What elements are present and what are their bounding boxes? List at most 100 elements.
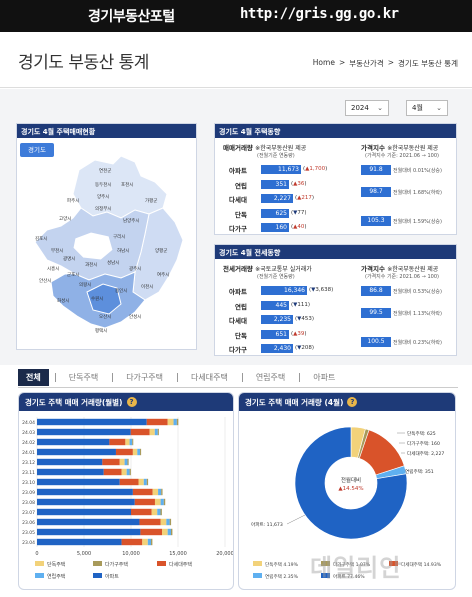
bar-segment[interactable] <box>37 438 110 446</box>
legend-label[interactable]: 연립주택 2.35% <box>265 573 299 580</box>
bar-segment[interactable] <box>157 508 161 516</box>
legend-label[interactable]: 연립주택 <box>47 573 66 580</box>
bar-segment[interactable] <box>134 498 155 506</box>
month-select[interactable]: 4월 ⌄ <box>406 100 448 116</box>
bar-segment[interactable] <box>37 528 141 536</box>
bar-segment[interactable] <box>37 488 133 496</box>
bar-segment[interactable] <box>124 458 128 466</box>
bar-segment[interactable] <box>151 508 158 516</box>
bar-segment[interactable] <box>169 518 172 526</box>
bar-segment[interactable] <box>131 508 152 516</box>
bar-segment[interactable] <box>109 438 126 446</box>
bar-segment[interactable] <box>37 448 116 456</box>
bar-segment[interactable] <box>160 508 162 516</box>
bar-segment[interactable] <box>137 448 141 456</box>
legend-label[interactable]: 단독주택 <box>47 561 66 568</box>
jeonse-row-change: (▼3,638) <box>309 287 334 293</box>
bar-segment[interactable] <box>158 488 162 496</box>
tab-detached[interactable]: 단독주택 <box>54 372 112 383</box>
bar-segment[interactable] <box>163 498 166 506</box>
help-icon[interactable]: ? <box>126 397 137 407</box>
bar-segment[interactable] <box>166 518 170 526</box>
bar-segment[interactable] <box>143 478 147 486</box>
bar-segment[interactable] <box>129 468 131 476</box>
bar-segment[interactable] <box>176 418 179 426</box>
bar-segment[interactable] <box>132 438 134 446</box>
map-region-north[interactable] <box>72 155 168 219</box>
bar-segment[interactable] <box>154 498 161 506</box>
bar-segment[interactable] <box>119 458 125 466</box>
bar-segment[interactable] <box>157 428 159 436</box>
map-region-suwon[interactable] <box>86 283 122 315</box>
bar-segment[interactable] <box>170 528 173 536</box>
bar-segment[interactable] <box>129 438 133 446</box>
breadcrumb-price[interactable]: 부동산가격 <box>349 59 384 68</box>
bar-segment[interactable] <box>37 478 120 486</box>
year-select[interactable]: 2024 ⌄ <box>345 100 389 116</box>
gyeonggi-button[interactable]: 경기도 <box>20 143 54 157</box>
map-region-seoul[interactable] <box>72 231 114 261</box>
bar-segment[interactable] <box>103 468 122 476</box>
bar-segment[interactable] <box>138 478 144 486</box>
legend-label[interactable]: 다세대주택 <box>169 561 192 568</box>
legend-label[interactable]: 아파트 77.46% <box>333 573 365 580</box>
tab-apartment[interactable]: 아파트 <box>299 372 349 383</box>
bar-segment[interactable] <box>132 488 153 496</box>
help-icon[interactable]: ? <box>347 397 358 407</box>
bar-segment[interactable] <box>147 538 152 546</box>
legend-label[interactable]: 단독주택 4.19% <box>265 561 299 568</box>
bar-segment[interactable] <box>139 518 161 526</box>
svg-text:과천시: 과천시 <box>85 261 97 268</box>
bar-segment[interactable] <box>151 538 153 546</box>
bar-segment[interactable] <box>126 468 130 476</box>
bar-segment[interactable] <box>161 488 163 496</box>
bar-segment[interactable] <box>37 428 131 436</box>
pie-slice[interactable] <box>294 426 408 540</box>
bar-segment[interactable] <box>125 438 130 446</box>
bar-segment[interactable] <box>167 528 171 536</box>
bar-segment[interactable] <box>152 488 159 496</box>
bar-segment[interactable] <box>37 418 147 426</box>
tab-row-house[interactable]: 연립주택 <box>241 372 299 383</box>
legend-label[interactable]: 아파트 <box>105 573 119 580</box>
legend-label[interactable]: 다세대주택 14.93% <box>401 561 442 568</box>
bar-segment[interactable] <box>119 478 139 486</box>
bar-segment[interactable] <box>149 428 155 436</box>
bar-segment[interactable] <box>162 528 168 536</box>
bar-segment[interactable] <box>121 538 143 546</box>
bar-segment[interactable] <box>37 498 135 506</box>
bar-segment[interactable] <box>130 428 150 436</box>
bar-segment[interactable] <box>142 538 148 546</box>
trade-row-value: 160 <box>261 223 289 232</box>
bar-segment[interactable] <box>132 448 138 456</box>
tab-multiplex[interactable]: 다세대주택 <box>177 372 242 383</box>
bar-segment[interactable] <box>140 528 163 536</box>
bar-segment[interactable] <box>37 508 131 516</box>
breadcrumb-home[interactable]: Home <box>312 58 335 67</box>
bar-segment[interactable] <box>146 418 168 426</box>
bar-segment[interactable] <box>140 448 142 456</box>
bar-segment[interactable] <box>37 458 103 466</box>
svg-text:평택시: 평택시 <box>95 327 107 334</box>
bar-segment[interactable] <box>115 448 133 456</box>
svg-text:고양시: 고양시 <box>59 215 71 222</box>
bar-segment[interactable] <box>154 428 158 436</box>
bar-segment[interactable] <box>37 518 140 526</box>
bar-segment[interactable] <box>121 468 127 476</box>
bar-segment[interactable] <box>167 418 174 426</box>
tab-all[interactable]: 전체 <box>18 369 49 386</box>
portal-url[interactable]: http://gris.gg.go.kr <box>240 6 399 22</box>
legend-label[interactable]: 다가구주택 <box>105 561 128 568</box>
tab-multi-family[interactable]: 다가구주택 <box>112 372 177 383</box>
bar-segment[interactable] <box>127 458 129 466</box>
bar-segment[interactable] <box>173 418 177 426</box>
bar-segment[interactable] <box>160 498 164 506</box>
bar-segment[interactable] <box>37 538 122 546</box>
bar-segment[interactable] <box>160 518 167 526</box>
bar-segment[interactable] <box>146 478 149 486</box>
legend-label[interactable]: 다가구주택 1.07% <box>333 561 371 568</box>
monthly-volume-panel: 경기도 주택 매매 거래량(월별)? 0 5,000 10,000 15,000 20,… <box>18 392 234 590</box>
bar-segment[interactable] <box>102 458 120 466</box>
bar-segment[interactable] <box>37 468 104 476</box>
